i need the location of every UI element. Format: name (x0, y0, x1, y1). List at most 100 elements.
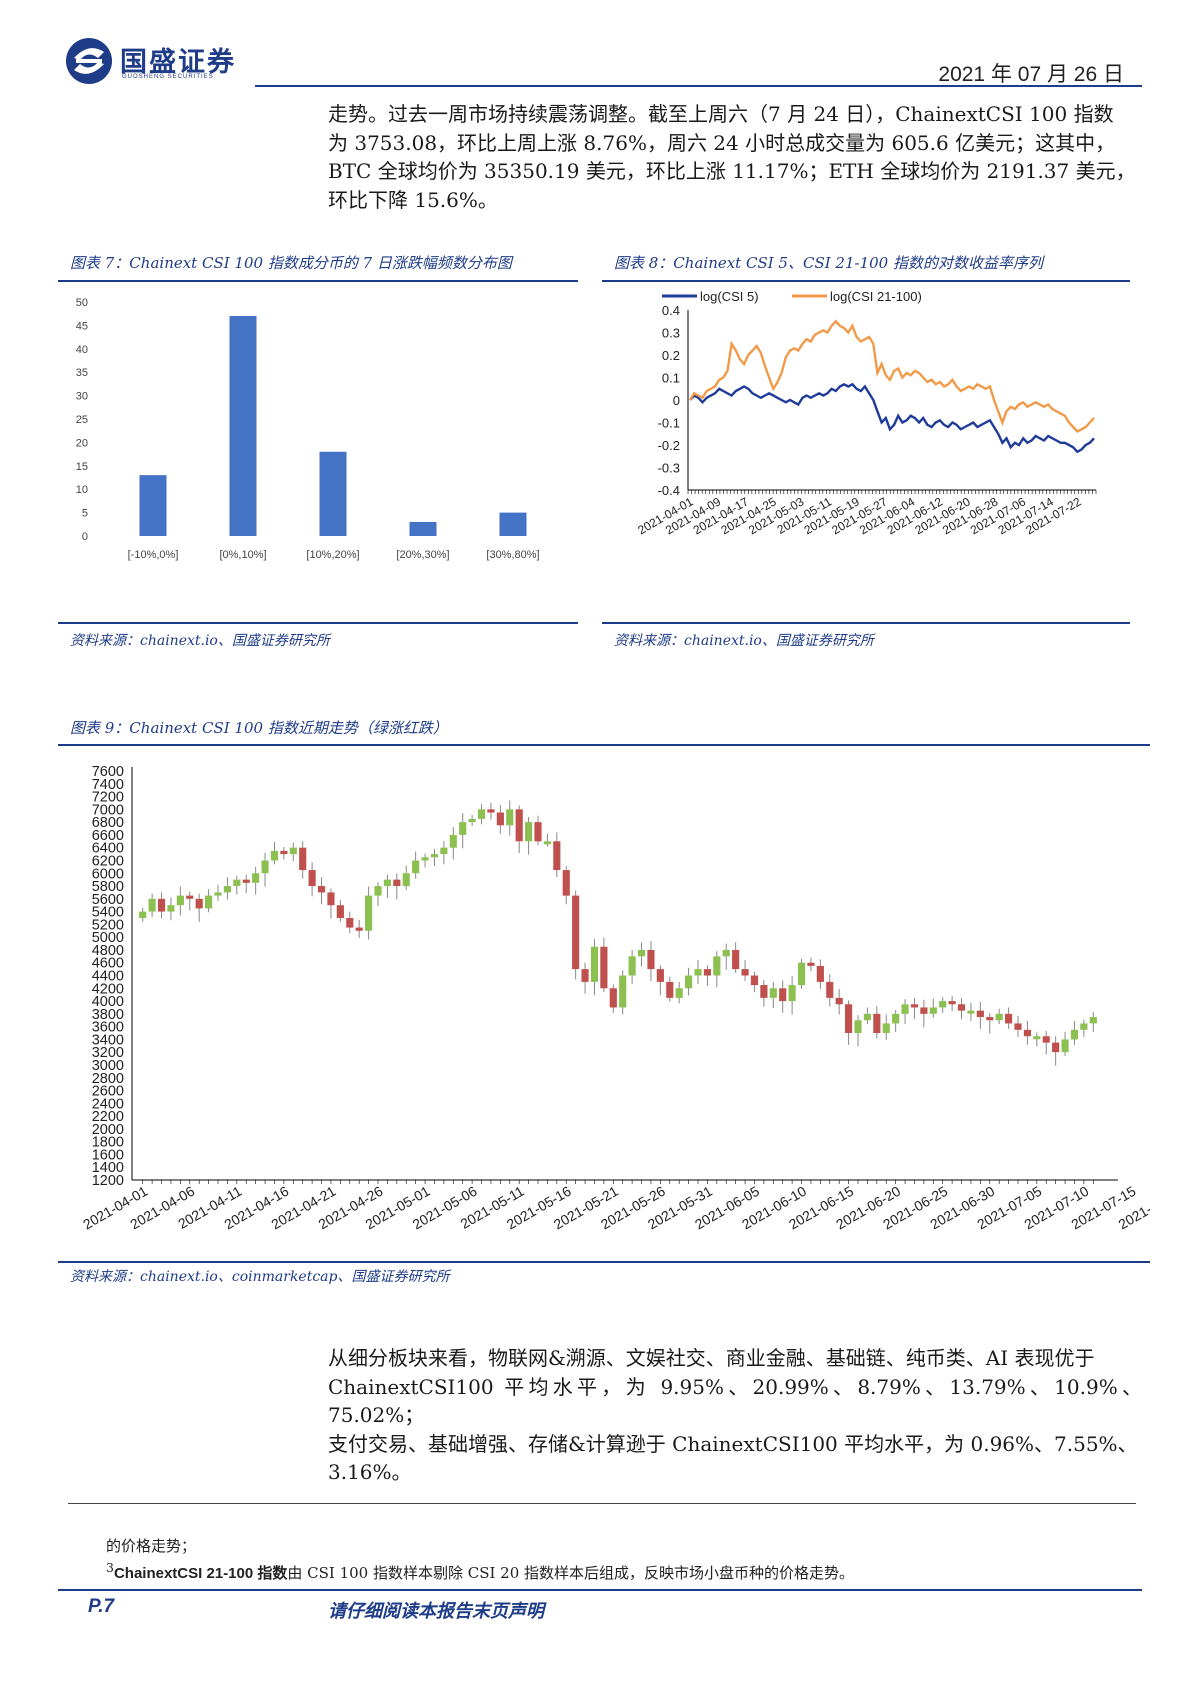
candle-down (336, 905, 344, 918)
fig7-source: 资料来源：chainext.io、国盛证券研究所 (70, 633, 330, 649)
candle-down (816, 965, 824, 982)
y-tick-label: 6800 (92, 815, 124, 831)
candle-up (788, 985, 796, 1002)
bar (499, 512, 527, 536)
candle-down (656, 969, 664, 982)
fig8-source: 资料来源：chainext.io、国盛证券研究所 (614, 633, 874, 649)
y-tick-label: 4400 (92, 969, 124, 985)
y-tick-label: 4200 (92, 981, 124, 997)
y-tick-label: 5 (82, 508, 88, 520)
sector-paragraph: 从细分板块来看，物联网&溯源、文娱社交、商业金融、基础链、纯币类、AI 表现优于… (328, 1344, 1142, 1487)
candle-down (948, 1001, 956, 1005)
y-tick-label: 2000 (92, 1122, 124, 1138)
footnote-text: 由 CSI 100 指数样本剔除 CSI 20 指数样本后组成，反映市场小盘币种… (287, 1564, 855, 1582)
candle-up (176, 895, 184, 906)
candle-down (845, 1004, 853, 1034)
candle-down (826, 981, 834, 998)
bar (409, 521, 437, 536)
candle-down (327, 892, 335, 906)
intro-line: 为 3753.08，环比上周上涨 8.76%，周六 24 小时总成交量为 605… (328, 130, 1116, 155)
candle-up (167, 905, 175, 912)
candle-up (477, 809, 486, 819)
candle-down (562, 870, 570, 896)
candle-down (581, 969, 589, 982)
candle-up (440, 847, 448, 855)
candle-down (732, 949, 740, 970)
candle-up (901, 1004, 909, 1014)
y-tick-label: 3600 (92, 1020, 124, 1036)
x-tick-label: [30%,80%] (486, 549, 539, 561)
brand-name-en: GUOSHENG SECURITIES (122, 74, 214, 80)
candle-down (647, 949, 655, 970)
y-tick-label: 0 (82, 531, 88, 543)
candle-down (346, 917, 354, 928)
brand-name: 国盛证券 (120, 47, 236, 78)
candle-down (195, 898, 203, 909)
candle-up (252, 873, 260, 883)
y-tick-label: 4000 (92, 994, 124, 1010)
candle-down (600, 946, 608, 989)
candle-up (769, 988, 777, 998)
candle-up (289, 847, 297, 855)
candle-up (854, 1020, 862, 1034)
y-tick-label: 6200 (92, 853, 124, 869)
candle-down (976, 1010, 984, 1018)
candle-up (929, 1007, 937, 1014)
candle-up (882, 1023, 890, 1034)
y-tick-label: 15 (76, 461, 88, 473)
y-tick-label: 2200 (92, 1109, 124, 1125)
candle-down (317, 886, 326, 893)
candle-up (863, 1013, 871, 1021)
candle-up (543, 841, 551, 845)
candle-down (487, 809, 495, 813)
candle-up (506, 809, 514, 826)
candle-up (233, 879, 241, 887)
x-tick-label: [0%,10%] (219, 549, 266, 561)
company-logo: 国盛证券 GUOSHENG SECURITIES (64, 36, 254, 86)
y-tick-label: 1600 (92, 1147, 124, 1163)
y-tick-label: 2400 (92, 1096, 124, 1112)
candle-down (835, 997, 843, 1005)
y-tick-label: 5600 (92, 892, 124, 908)
candle-up (214, 892, 222, 896)
y-tick-label: 7200 (92, 790, 124, 806)
fig9-top-rule (58, 744, 1150, 746)
candle-up (468, 818, 476, 823)
candle-up (430, 854, 439, 858)
candle-up (148, 898, 156, 912)
fig9-title: 图表 9：Chainext CSI 100 指数近期走势（绿涨红跌） (70, 719, 448, 737)
candle-up (1070, 1029, 1079, 1040)
candle-down (920, 1007, 928, 1014)
x-tick-label: [10%,20%] (306, 549, 359, 561)
candle-down (666, 981, 674, 998)
bar (229, 316, 257, 536)
header-divider (255, 85, 1142, 87)
y-tick-label: 7400 (92, 777, 124, 793)
candle-down (1005, 1013, 1013, 1024)
y-tick-label: 0.3 (662, 326, 680, 341)
y-tick-label: 5400 (92, 905, 124, 921)
bar (319, 451, 347, 536)
candle-down (703, 969, 711, 976)
candle-up (383, 879, 391, 887)
y-tick-label: 7600 (92, 764, 124, 780)
footnote-marker: 3 (106, 1560, 114, 1575)
y-tick-label: 4600 (92, 956, 124, 972)
candle-up (449, 834, 457, 848)
candle-up (675, 988, 683, 998)
report-date: 2021 年 07 月 26 日 (938, 63, 1124, 86)
candle-down (280, 850, 288, 855)
candle-up (939, 1001, 947, 1008)
candle-up (685, 975, 693, 989)
y-tick-label: 0.1 (662, 371, 680, 386)
y-tick-label: 10 (76, 484, 88, 496)
series-csi21-line (688, 319, 1095, 433)
y-tick-label: 6000 (92, 866, 124, 882)
y-tick-label: 7000 (92, 802, 124, 818)
candle-down (957, 1004, 966, 1011)
candle-down (807, 962, 815, 966)
y-tick-label: 3000 (92, 1058, 124, 1074)
candle-up (139, 911, 147, 918)
candle-up (995, 1013, 1003, 1021)
y-tick-label: 0.2 (662, 348, 680, 363)
